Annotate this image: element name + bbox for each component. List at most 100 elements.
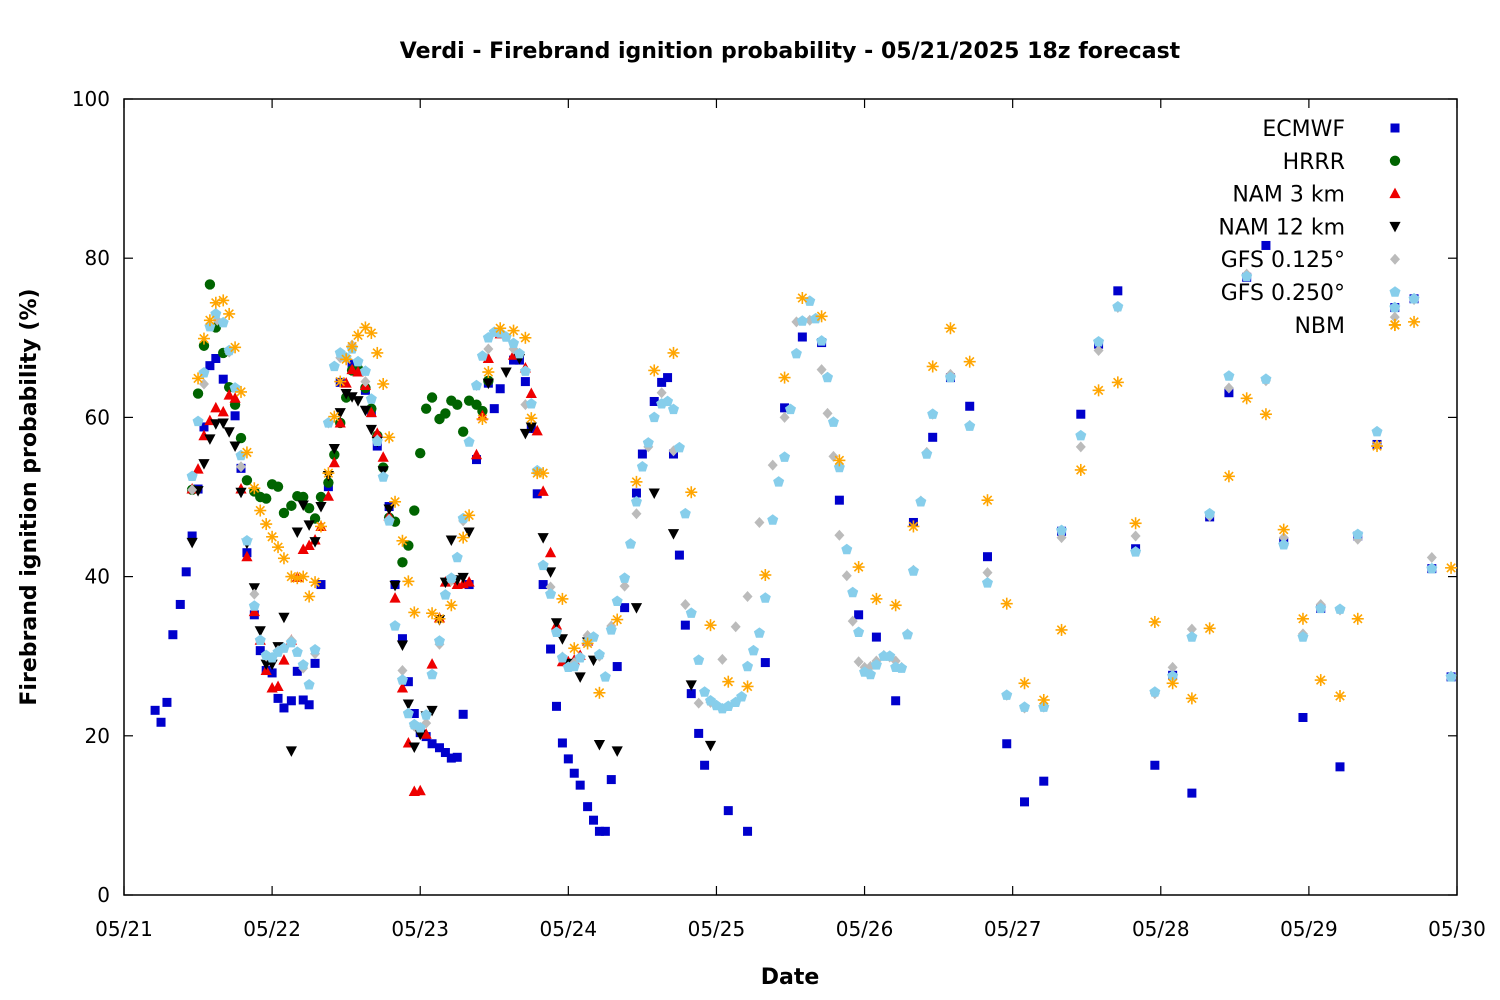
point-ecmwf	[199, 422, 209, 432]
point-nbm	[322, 467, 335, 480]
point-nam-12-km	[550, 618, 563, 629]
legend-label-hrrr: HRRR	[1283, 150, 1345, 175]
point-nam-12-km	[186, 537, 198, 549]
point-nbm	[741, 680, 754, 693]
point-nam-12-km	[359, 405, 372, 417]
point-gfs-0-250	[537, 559, 549, 571]
point-nam-12-km	[210, 419, 222, 430]
point-nbm	[260, 518, 273, 531]
point-ecmwf	[620, 603, 630, 613]
x-tick-label: 05/24	[540, 917, 598, 941]
point-nam-12-km	[389, 580, 401, 592]
point-gfs-0-250	[944, 371, 956, 383]
point-nam-3-km	[328, 456, 340, 468]
point-nam-12-km	[426, 705, 438, 717]
point-ecmwf	[583, 802, 593, 812]
point-ecmwf	[150, 705, 160, 715]
point-nam-3-km	[371, 427, 383, 438]
point-ecmwf	[1113, 286, 1123, 296]
point-gfs-0-250	[921, 448, 933, 459]
point-gfs-0-250	[445, 572, 457, 583]
point-nam-3-km	[470, 448, 483, 460]
point-gfs-0-250	[927, 408, 939, 419]
point-gfs-0-250	[433, 635, 445, 646]
point-nbm	[1351, 612, 1364, 625]
point-gfs-0-125	[828, 450, 839, 462]
point-nam-12-km	[223, 427, 235, 438]
point-nbm	[685, 486, 698, 499]
point-nbm	[1166, 677, 1179, 690]
point-gfs-0-250	[470, 379, 483, 391]
point-hrrr	[241, 475, 253, 486]
point-nam-12-km	[297, 500, 309, 511]
point-ecmwf	[156, 717, 166, 727]
point-ecmwf	[694, 728, 704, 738]
point-gfs-0-250	[192, 415, 204, 427]
point-gfs-0-250	[1223, 370, 1235, 381]
point-nbm	[433, 612, 446, 625]
point-gfs-0-125	[249, 588, 260, 600]
point-ecmwf	[834, 495, 844, 505]
point-nbm	[254, 504, 267, 517]
point-gfs-0-250	[619, 572, 631, 583]
x-tick-label: 05/23	[391, 917, 449, 941]
point-nam-12-km	[315, 502, 327, 513]
point-gfs-0-125	[1167, 661, 1178, 673]
point-gfs-0-250	[907, 565, 919, 576]
point-nam-12-km	[525, 422, 537, 433]
point-gfs-0-250	[1297, 631, 1309, 642]
point-ecmwf	[575, 780, 585, 790]
point-nam-12-km	[334, 408, 346, 419]
point-nbm	[457, 531, 470, 544]
point-gfs-0-250	[248, 600, 260, 611]
point-gfs-0-125	[834, 529, 845, 541]
point-ecmwf	[298, 695, 308, 705]
point-nam-3-km	[352, 366, 364, 377]
point-hrrr	[457, 426, 469, 437]
point-gfs-0-125	[1093, 345, 1104, 357]
point-nam-3-km	[303, 539, 315, 551]
point-ecmwf	[440, 748, 450, 758]
point-ecmwf	[520, 377, 530, 387]
point-nam-3-km	[272, 680, 284, 691]
point-gfs-0-250	[699, 686, 711, 697]
point-gfs-0-250	[1186, 631, 1198, 642]
point-nbm	[537, 467, 550, 480]
point-nbm	[235, 385, 248, 398]
point-nbm	[240, 446, 253, 459]
point-hrrr	[403, 540, 414, 551]
legend-label-nam-3-km: NAM 3 km	[1232, 183, 1345, 208]
point-gfs-0-125	[847, 615, 858, 627]
point-nbm	[1074, 463, 1087, 476]
point-ecmwf	[551, 701, 561, 711]
point-gfs-0-125	[742, 591, 753, 602]
point-gfs-0-250	[870, 659, 882, 670]
point-nbm	[815, 310, 828, 323]
point-nam-3-km	[241, 550, 253, 562]
point-ecmwf	[723, 806, 733, 816]
point-gfs-0-250	[1038, 701, 1050, 712]
point-nam-3-km	[389, 592, 401, 603]
point-ecmwf	[1039, 776, 1049, 786]
point-gfs-0-125	[187, 484, 198, 496]
point-ecmwf	[982, 552, 992, 562]
point-ecmwf	[674, 550, 684, 560]
point-nbm	[266, 530, 279, 543]
point-gfs-0-250	[767, 514, 779, 525]
point-gfs-0-250	[513, 347, 525, 359]
point-ecmwf	[1298, 712, 1308, 722]
point-nam-3-km	[365, 406, 377, 418]
point-gfs-0-125	[779, 411, 790, 423]
point-nbm	[833, 454, 846, 467]
point-ecmwf	[686, 689, 696, 699]
chart-title: Verdi - Firebrand ignition probability -…	[400, 39, 1181, 64]
point-ecmwf	[538, 580, 548, 590]
point-gfs-0-125	[1389, 311, 1400, 323]
point-gfs-0-250	[291, 646, 303, 657]
point-gfs-0-250	[1278, 538, 1290, 550]
point-gfs-0-125	[1223, 382, 1234, 394]
point-nbm	[1037, 693, 1050, 706]
point-gfs-0-125	[822, 407, 833, 419]
point-nam-12-km	[254, 626, 266, 637]
legend-marker-nam-3-km	[1389, 187, 1401, 199]
